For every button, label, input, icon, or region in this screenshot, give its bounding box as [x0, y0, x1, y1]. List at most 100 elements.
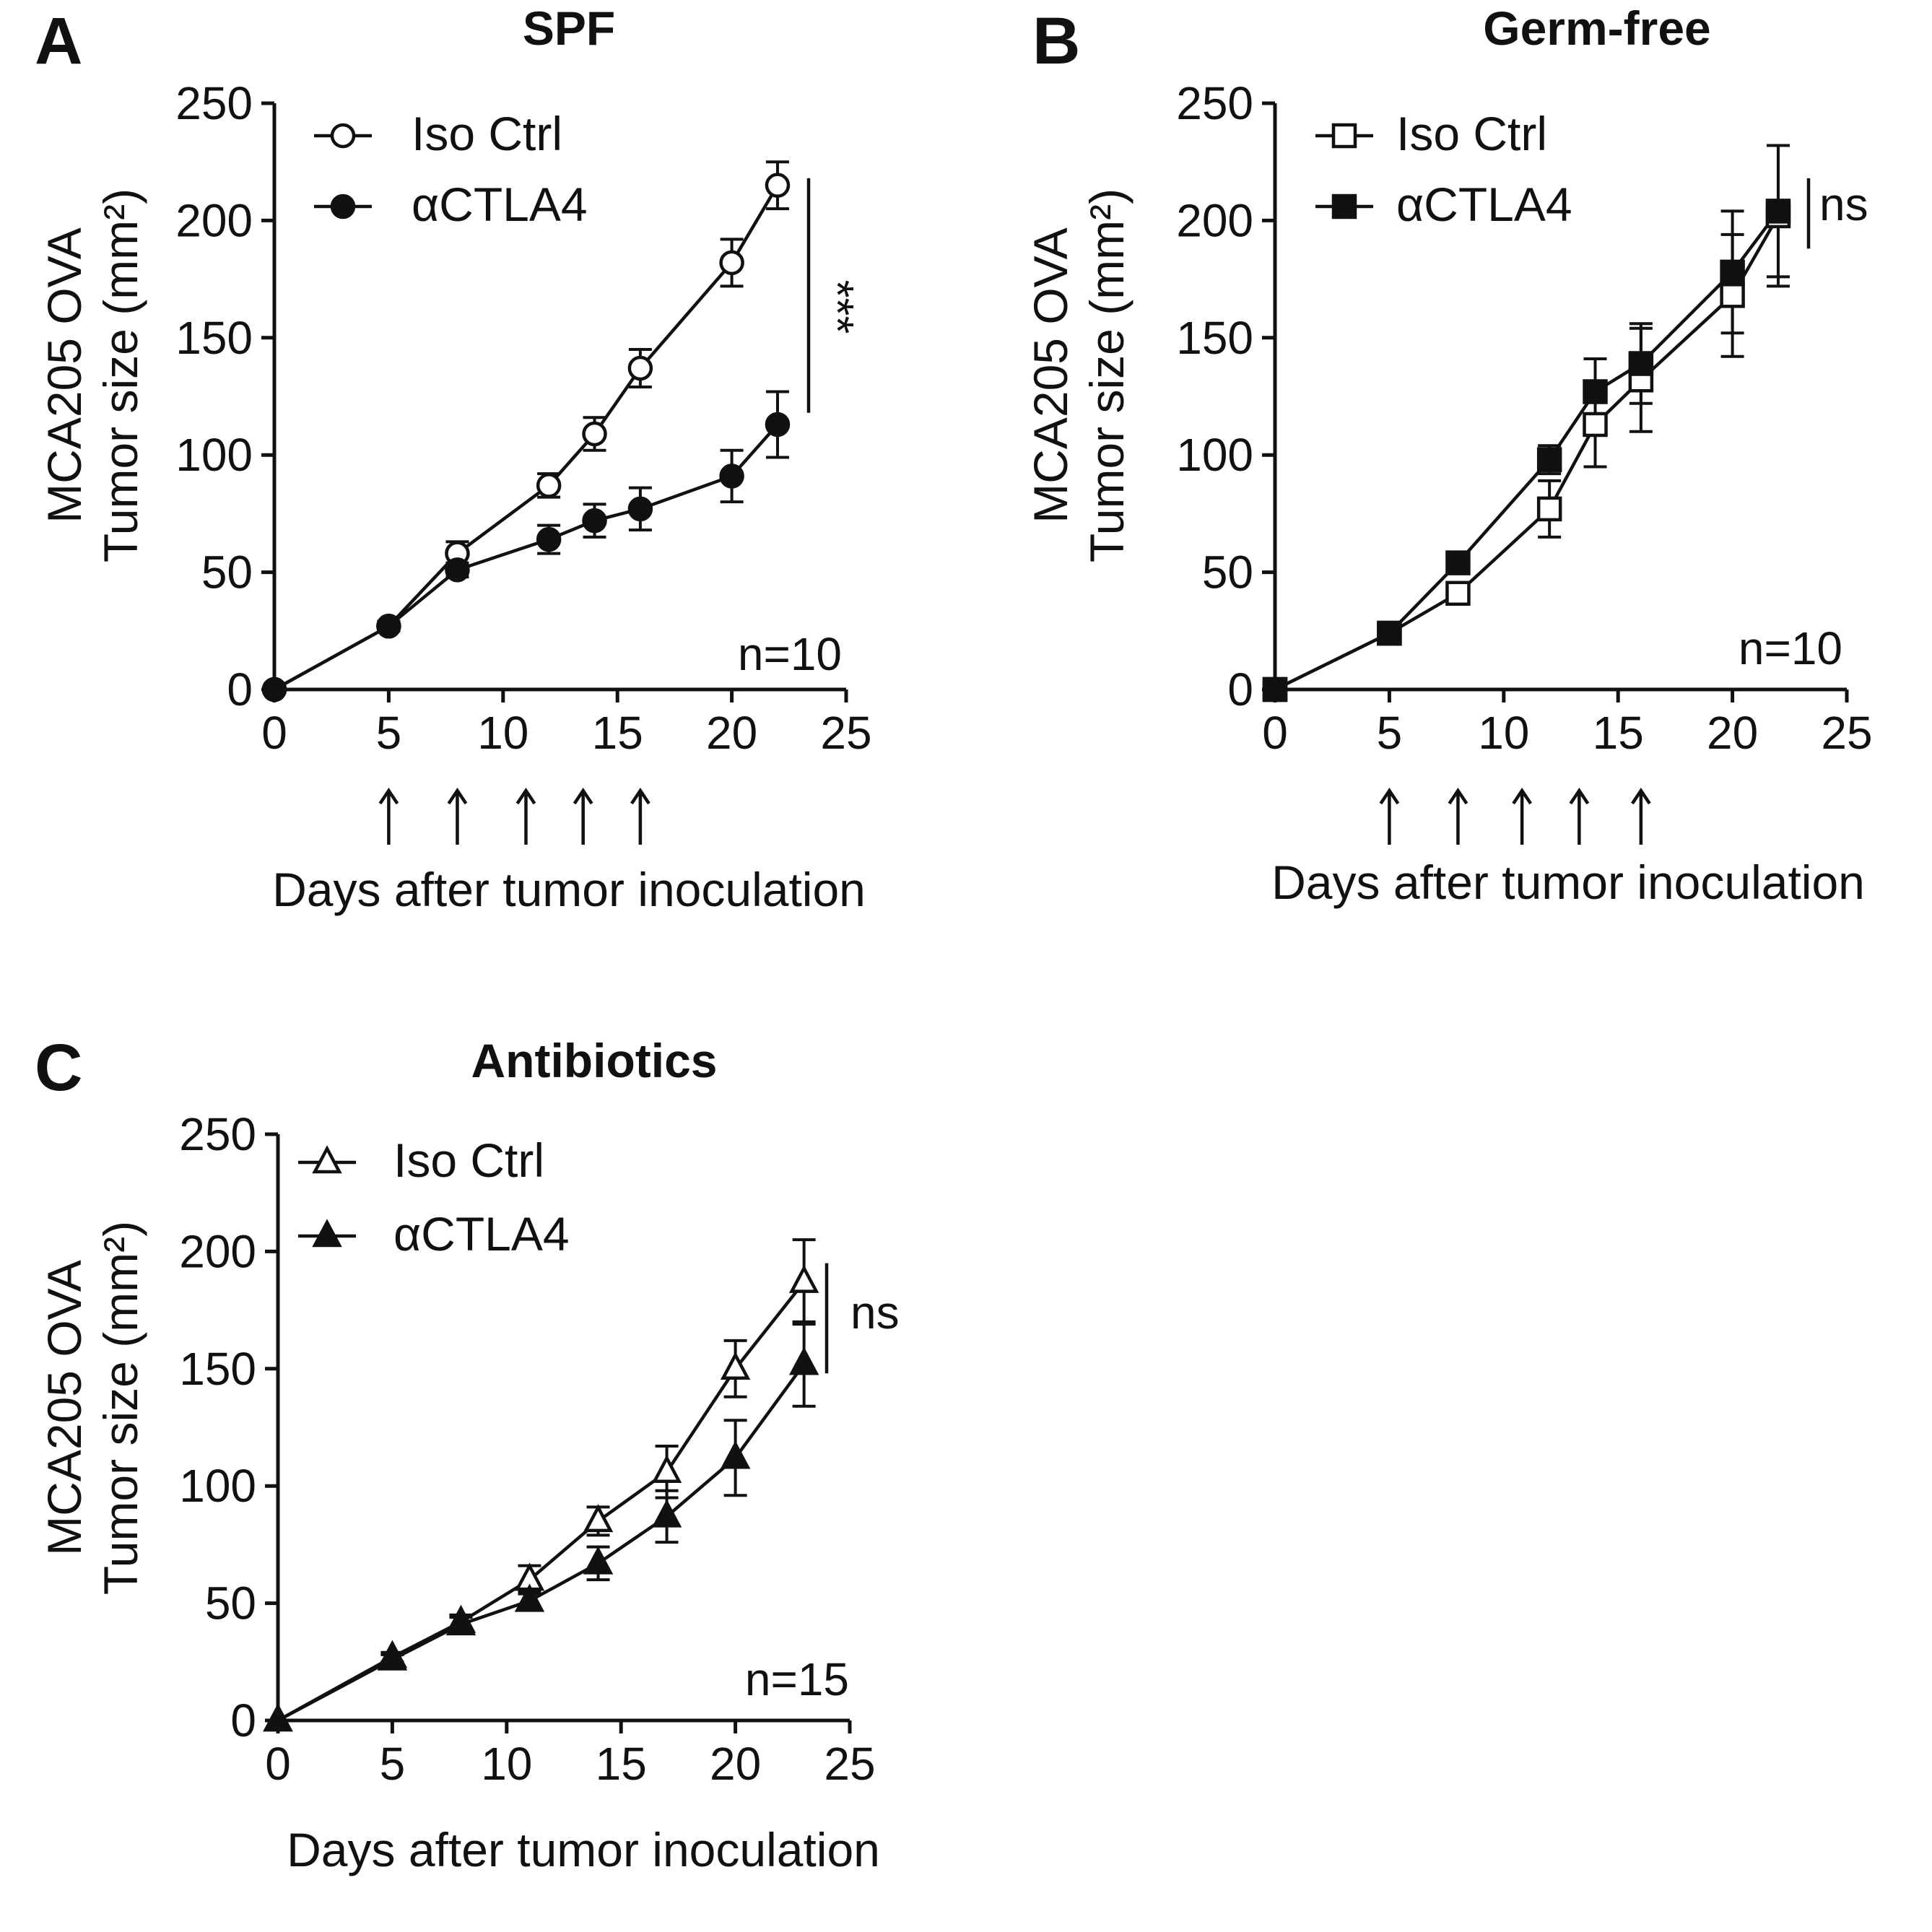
- y-tick-label: 0: [1227, 663, 1253, 715]
- x-tick-label: 10: [481, 1738, 532, 1790]
- dose-arrowhead: [1448, 787, 1468, 805]
- data-point: [788, 1264, 819, 1293]
- n-label: n=10: [738, 628, 842, 680]
- legend-label: Iso Ctrl: [393, 1133, 544, 1187]
- y-tick-label: 250: [179, 1108, 256, 1160]
- y-tick-label: 150: [1176, 312, 1253, 364]
- data-point: [1628, 351, 1654, 376]
- y-axis-label: Tumor size (mm²): [94, 1221, 147, 1595]
- data-point: [1262, 676, 1288, 702]
- y-tick-label: 200: [175, 194, 253, 246]
- y-tick-label: 250: [1176, 77, 1253, 129]
- significance-label: ns: [1819, 178, 1868, 230]
- series-line: [1274, 210, 1780, 692]
- data-point: [1583, 412, 1608, 438]
- data-point: [1445, 550, 1471, 575]
- y-tick-label: 50: [201, 547, 253, 599]
- series-line: [1274, 214, 1780, 692]
- legend-label: αCTLA4: [393, 1207, 570, 1261]
- series-line: [273, 184, 779, 691]
- chart-title: Antibiotics: [471, 1034, 718, 1087]
- legend-label: Iso Ctrl: [1396, 107, 1547, 160]
- chart-title: SPF: [523, 1, 615, 55]
- x-tick-label: 25: [824, 1738, 875, 1790]
- panel-c: C Antibiotics MCA205 OVA Tumor size (mm²…: [35, 1031, 900, 1876]
- x-tick-label: 25: [1821, 707, 1872, 759]
- data-point: [651, 1454, 682, 1483]
- y-tick-label: 50: [205, 1578, 256, 1629]
- dose-arrowhead: [630, 787, 650, 805]
- plot-area: 0 50 100 150 200 250 0 5 10 15 20 25: [179, 1108, 875, 1790]
- data-point: [536, 526, 562, 552]
- data-point: [719, 464, 744, 489]
- chart-title: Germ-free: [1483, 1, 1710, 55]
- significance-label: ***: [811, 280, 863, 334]
- data-point: [376, 614, 401, 639]
- y-axis-label: Tumor size (mm²): [1080, 188, 1133, 562]
- x-tick-label: 5: [376, 707, 402, 759]
- significance-label: ns: [850, 1287, 900, 1339]
- y-tick-label: 50: [1202, 547, 1253, 599]
- x-tick-label: 5: [1377, 707, 1403, 759]
- data-point: [1536, 447, 1562, 472]
- panel-letter-b: B: [1032, 4, 1080, 78]
- y-axis-label: MCA205 OVA: [38, 1260, 91, 1556]
- y-tick-label: 200: [1176, 194, 1253, 246]
- legend-label: αCTLA4: [412, 178, 588, 231]
- x-tick-label: 15: [596, 1738, 647, 1790]
- dose-arrowhead: [1569, 787, 1590, 805]
- y-tick-label: 0: [227, 663, 253, 715]
- x-tick-label: 0: [261, 707, 287, 759]
- y-tick-label: 100: [179, 1460, 256, 1512]
- x-axis-label: Days after tumor inoculation: [272, 863, 866, 916]
- y-axis-label: MCA205 OVA: [38, 227, 91, 523]
- x-axis-label: Days after tumor inoculation: [287, 1823, 880, 1876]
- data-point: [1720, 259, 1745, 285]
- data-point: [627, 496, 653, 522]
- y-tick-label: 100: [175, 429, 253, 481]
- data-point: [377, 1642, 408, 1671]
- series-line: [273, 423, 779, 691]
- data-point: [1583, 379, 1608, 404]
- plot-area: 0 50 100 150 200 250 0 5 10 15 20 25: [175, 77, 872, 845]
- series-line: [277, 1362, 806, 1722]
- data-point: [719, 250, 744, 276]
- data-point: [765, 412, 791, 438]
- legend-marker: [312, 1219, 342, 1248]
- dose-arrowhead: [1631, 787, 1651, 805]
- panel-letter-a: A: [35, 4, 82, 78]
- data-point: [627, 355, 653, 381]
- data-point: [445, 557, 470, 583]
- data-point: [582, 421, 607, 447]
- series-line: [277, 1281, 806, 1722]
- data-point: [765, 173, 791, 198]
- dose-arrowhead: [515, 787, 536, 805]
- data-point: [1377, 620, 1402, 646]
- x-tick-label: 0: [265, 1738, 291, 1790]
- x-tick-label: 15: [1593, 707, 1644, 759]
- y-tick-label: 150: [179, 1343, 256, 1395]
- y-tick-label: 0: [230, 1694, 256, 1746]
- legend-marker: [330, 123, 356, 149]
- dose-arrowhead: [1379, 787, 1400, 805]
- legend-marker: [330, 193, 356, 219]
- data-point: [583, 1546, 614, 1575]
- n-label: n=15: [745, 1653, 849, 1705]
- y-tick-label: 150: [175, 312, 253, 364]
- y-tick-label: 100: [1176, 429, 1253, 481]
- panel-a: A SPF MCA205 OVA Tumor size (mm²) 050100…: [35, 1, 872, 916]
- panel-letter-c: C: [35, 1031, 82, 1105]
- data-point: [1536, 496, 1562, 522]
- data-point: [720, 1440, 751, 1469]
- data-point: [536, 473, 562, 498]
- x-tick-label: 0: [1262, 707, 1288, 759]
- x-tick-label: 20: [1707, 707, 1758, 759]
- data-point: [514, 1583, 545, 1612]
- y-tick-label: 200: [179, 1225, 256, 1277]
- legend-marker: [1331, 193, 1357, 219]
- panel-b: B Germ-free MCA205 OVA Tumor size (mm²) …: [1024, 1, 1873, 909]
- legend-label: Iso Ctrl: [412, 107, 562, 160]
- dose-arrowhead: [447, 787, 468, 805]
- legend-marker: [1331, 123, 1357, 149]
- dose-arrowhead: [1512, 787, 1533, 805]
